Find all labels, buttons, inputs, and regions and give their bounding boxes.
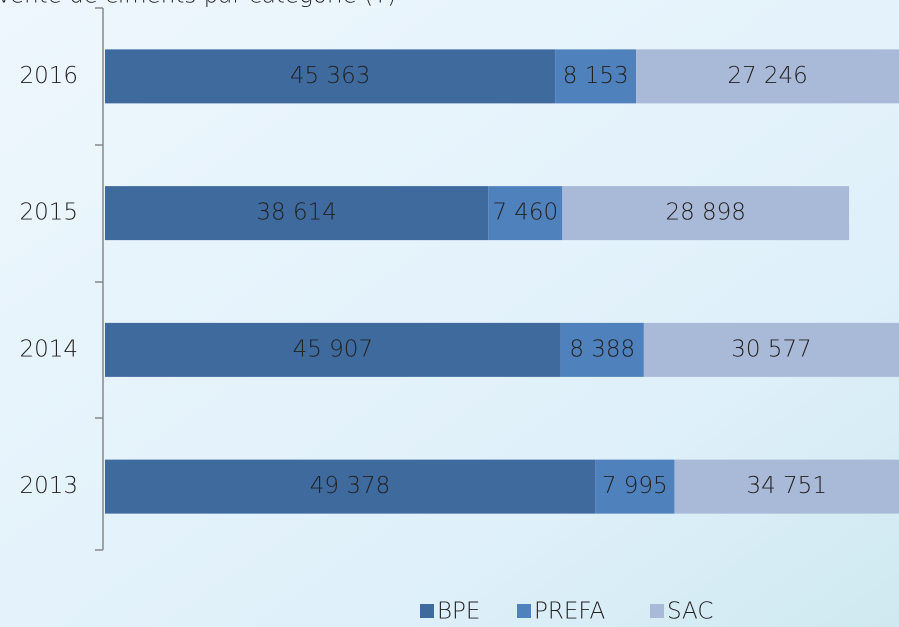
y-tick-label: 2015 (19, 200, 78, 226)
bar-segment (562, 186, 850, 241)
bar-segment (105, 459, 596, 514)
chart-title: Vente de ciments par catégorie (T) (0, 0, 396, 9)
y-tick-label: 2016 (19, 63, 78, 89)
bar-segment (643, 322, 899, 377)
data-label: 8 388 (569, 336, 635, 362)
data-label: 28 898 (665, 200, 745, 226)
bar-segment (105, 49, 556, 104)
y-tick-label: 2013 (19, 473, 78, 499)
bar-segment (636, 49, 899, 104)
data-label: 34 751 (746, 473, 826, 499)
data-label: 30 577 (731, 336, 811, 362)
legend-label: SAC (667, 599, 713, 625)
tick-marks (95, 7, 103, 551)
y-tick-label: 2014 (19, 336, 78, 362)
legend-swatch (420, 604, 434, 618)
legend-label: BPE (437, 599, 480, 625)
bar-segment (105, 186, 489, 241)
legend-swatch (517, 604, 531, 618)
data-label: 27 246 (727, 63, 807, 89)
data-label: 45 363 (290, 63, 370, 89)
data-label: 38 614 (256, 200, 336, 226)
legend-label: PREFA (534, 599, 605, 625)
bar-segment (105, 322, 561, 377)
legend-swatch (650, 604, 664, 618)
bar-segment (595, 459, 675, 514)
data-label: 7 460 (492, 200, 558, 226)
data-label: 45 907 (293, 336, 373, 362)
data-label: 8 153 (563, 63, 629, 89)
data-label: 7 995 (602, 473, 668, 499)
bar-segment (560, 322, 644, 377)
bar-segment (488, 186, 563, 241)
data-label: 49 378 (310, 473, 390, 499)
bar-segment (674, 459, 899, 514)
bar-segment (555, 49, 637, 104)
